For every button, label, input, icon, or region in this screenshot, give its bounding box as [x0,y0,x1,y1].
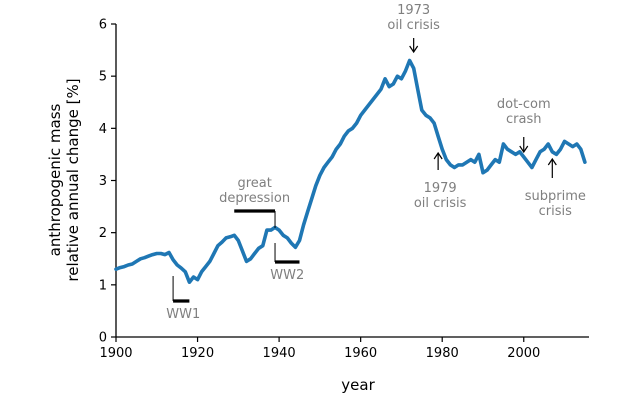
y-tick-label: 0 [99,331,107,346]
y-tick-label: 1 [99,278,107,293]
subprime-crisis-label: subprime [525,189,586,204]
x-tick-label: 1980 [426,346,459,361]
y-tick-label: 4 [99,122,107,137]
dotcom-crash-arrowhead [519,145,529,154]
oil-crisis-1973-arrowhead [409,45,419,54]
subprime-crisis-label: crisis [539,204,572,219]
x-tick-label: 1900 [99,346,132,361]
oil-crisis-1979-arrowhead [433,151,443,160]
x-tick-label: 2000 [507,346,540,361]
series-line [114,58,587,284]
x-axis-title: year [341,376,375,394]
ww1-label: WW1 [166,307,200,322]
y-axis-title: anthropogenic mass relative annual chang… [46,78,82,281]
ww2-label: WW2 [270,268,304,283]
y-tick-label: 5 [99,70,107,85]
series-layer [114,58,587,284]
oil-crisis-1973-label: 1973 [397,3,430,18]
great-depression-label: great [237,176,271,191]
axes: 0 1 2 3 4 5 6 1900 1920 1940 1960 1980 2000 [99,18,589,361]
oil-crisis-1979-label: oil crisis [414,196,467,211]
y-axis-title-line-1: anthropogenic mass [46,103,64,256]
dotcom-crash-label: dot-com [497,97,551,112]
y-tick-label: 6 [99,18,107,33]
y-tick-label: 2 [99,226,107,241]
x-tick-label: 1960 [344,346,377,361]
y-axis-title-line-2: relative annual change [%] [64,78,82,281]
subprime-crisis-arrowhead [547,157,557,166]
x-tick-label: 1920 [181,346,214,361]
oil-crisis-1973-label: oil crisis [387,18,440,33]
great-depression-label: depression [219,191,290,206]
dotcom-crash-label: crash [506,112,541,127]
oil-crisis-1979-label: 1979 [424,181,457,196]
y-tick-label: 3 [99,174,107,189]
x-tick-label: 1940 [263,346,296,361]
